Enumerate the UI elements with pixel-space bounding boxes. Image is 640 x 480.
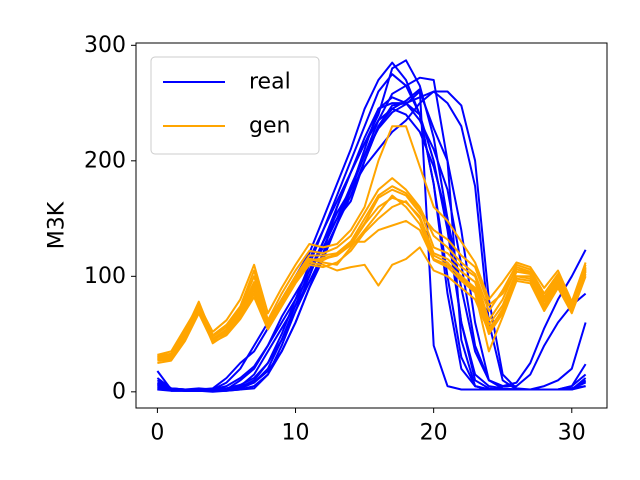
plot-lines bbox=[156, 59, 587, 393]
series-line-real-6 bbox=[157, 90, 587, 392]
series-line-real-10 bbox=[157, 76, 587, 391]
axes-frame bbox=[135, 42, 608, 409]
legend-label-real: real bbox=[249, 70, 291, 95]
x-tick-label: 10 bbox=[282, 421, 310, 446]
y-tick-label: 100 bbox=[84, 264, 126, 289]
y-axis: 0 100 200 300 bbox=[84, 33, 136, 404]
y-axis-label: M3K bbox=[45, 201, 70, 249]
y-tick-label: 300 bbox=[84, 33, 126, 58]
x-tick-label: 0 bbox=[150, 421, 164, 446]
legend-label-gen: gen bbox=[249, 114, 290, 139]
y-tick-label: 200 bbox=[84, 148, 126, 173]
legend: real gen bbox=[150, 56, 320, 155]
x-tick-label: 20 bbox=[420, 421, 448, 446]
y-tick-label: 0 bbox=[112, 379, 126, 404]
legend-box bbox=[150, 56, 320, 155]
series-line-gen-14 bbox=[157, 125, 587, 356]
series-line-gen-18 bbox=[157, 177, 587, 357]
series-line-gen-17 bbox=[157, 246, 587, 360]
x-axis: 0 10 20 30 bbox=[150, 408, 586, 446]
x-tick-label: 30 bbox=[558, 421, 586, 446]
series-line-gen-19 bbox=[157, 188, 587, 361]
